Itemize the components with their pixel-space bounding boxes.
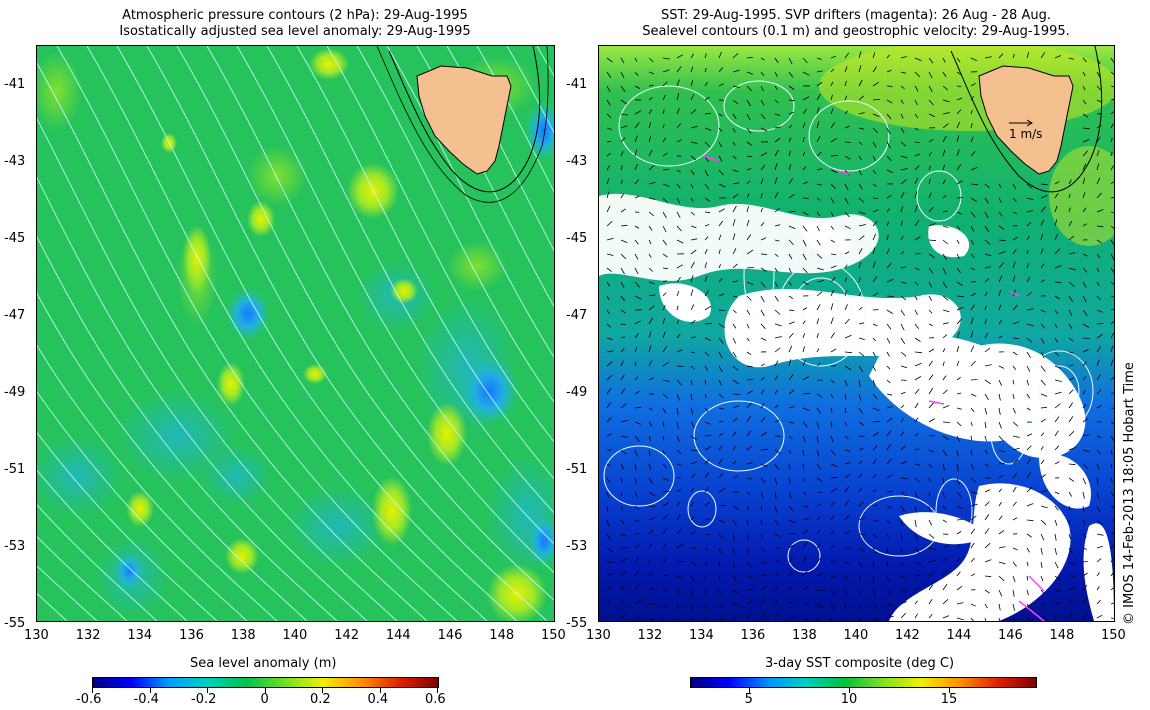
lat-tick-label: -45 (4, 231, 26, 246)
colorbar-tick-mark (264, 688, 266, 693)
lon-tick-label: 138 (230, 628, 256, 643)
lon-tick-label: 150 (1101, 628, 1126, 643)
sst-colorbar (690, 677, 1037, 688)
lon-tick-label: 136 (179, 628, 204, 643)
sealevel-contours (603, 80, 1094, 573)
colorbar-tick-mark (948, 688, 950, 693)
lon-tick-label: 142 (334, 628, 360, 643)
colorbar-tick-label: 0 (260, 692, 269, 707)
lat-tick-label: -47 (566, 308, 588, 323)
colorbar-tick-mark (748, 688, 750, 693)
lat-tick-label: -45 (566, 231, 588, 246)
lon-tick-label: 150 (541, 628, 566, 643)
lon-tick-label: 144 (385, 628, 411, 643)
colorbar-tick-mark (92, 688, 93, 693)
lat-tick-label: -51 (4, 462, 26, 477)
lat-tick-label: -53 (566, 539, 588, 554)
sla-colorbar (92, 677, 439, 688)
lon-tick-label: 140 (282, 628, 308, 643)
colorbar-tick-label: -0.4 (133, 692, 159, 707)
lat-tick-label: -55 (566, 616, 588, 631)
colorbar-tick-mark (322, 688, 323, 693)
left-title-line1: Atmospheric pressure contours (2 hPa): 2… (122, 8, 468, 23)
tasmania-land (978, 65, 1074, 175)
colorbar-tick-label: 10 (840, 692, 858, 707)
colorbar-tick-label: -0.2 (191, 692, 217, 707)
lon-tick-label: 138 (792, 628, 817, 643)
colorbar-tick-label: 5 (744, 692, 753, 707)
geostrophic-velocity-arrows (606, 51, 1114, 621)
lon-tick-label: 134 (127, 628, 153, 643)
lat-tick-label: -43 (566, 154, 588, 169)
colorbar-tick-label: 0.6 (425, 692, 446, 707)
sst-colorbar-label: 3-day SST composite (deg C) (765, 656, 955, 671)
pressure-contours (37, 46, 554, 621)
colorbar-tick-label: 0.4 (367, 692, 389, 707)
colorbar-tick-mark (207, 688, 208, 693)
lon-tick-label: 132 (637, 628, 663, 643)
lat-tick-label: -47 (4, 308, 26, 323)
lon-tick-label: 142 (895, 628, 920, 643)
colorbar-tick-mark (149, 688, 151, 693)
svp-drifter-tracks (703, 155, 1045, 621)
right-title-line1: SST: 29-Aug-1995. SVP drifters (magenta)… (661, 8, 1051, 23)
lon-tick-label: 144 (946, 628, 972, 643)
sst-map-graphic: 1 m/s (599, 46, 1114, 621)
imos-credit: © IMOS 14-Feb-2013 18:05 Hobart Time (1122, 362, 1137, 625)
lat-tick-label: -41 (566, 77, 588, 92)
lon-tick-label: 130 (586, 628, 611, 643)
lat-tick-label: -41 (4, 77, 26, 92)
colorbar-tick-label: -0.6 (76, 692, 102, 707)
right-title-line2: Sealevel contours (0.1 m) and geostrophi… (642, 24, 1070, 39)
sla-colorbar-label: Sea level anomaly (m) (190, 656, 337, 671)
tasmania-land (416, 65, 512, 175)
lon-tick-label: 134 (689, 628, 714, 643)
colorbar-tick-mark (437, 688, 438, 693)
lon-tick-label: 132 (75, 628, 101, 643)
left-title-line2: Isostatically adjusted sea level anomaly… (119, 24, 471, 39)
lon-tick-label: 148 (489, 628, 515, 643)
colorbar-tick-mark (379, 688, 381, 693)
lon-tick-label: 130 (24, 628, 49, 643)
colorbar-tick-mark (848, 688, 850, 693)
lon-tick-label: 140 (843, 628, 869, 643)
lon-tick-label: 146 (437, 628, 463, 643)
sla-map-graphic (37, 46, 554, 621)
lat-tick-label: -51 (566, 462, 588, 477)
lon-tick-label: 146 (998, 628, 1023, 643)
lat-tick-label: -49 (4, 385, 26, 400)
colorbar-tick-label: 15 (940, 692, 958, 707)
sst-map: 1 m/s (598, 45, 1115, 622)
lon-tick-label: 136 (740, 628, 766, 643)
lat-tick-label: -53 (4, 539, 26, 554)
lat-tick-label: -43 (4, 154, 26, 169)
lon-tick-label: 148 (1049, 628, 1075, 643)
sla-map (36, 45, 555, 622)
scale-arrow-label: 1 m/s (1009, 127, 1042, 141)
lat-tick-label: -55 (4, 616, 26, 631)
lat-tick-label: -49 (566, 385, 588, 400)
cloud-mask (599, 193, 1114, 621)
colorbar-tick-label: 0.2 (310, 692, 331, 707)
